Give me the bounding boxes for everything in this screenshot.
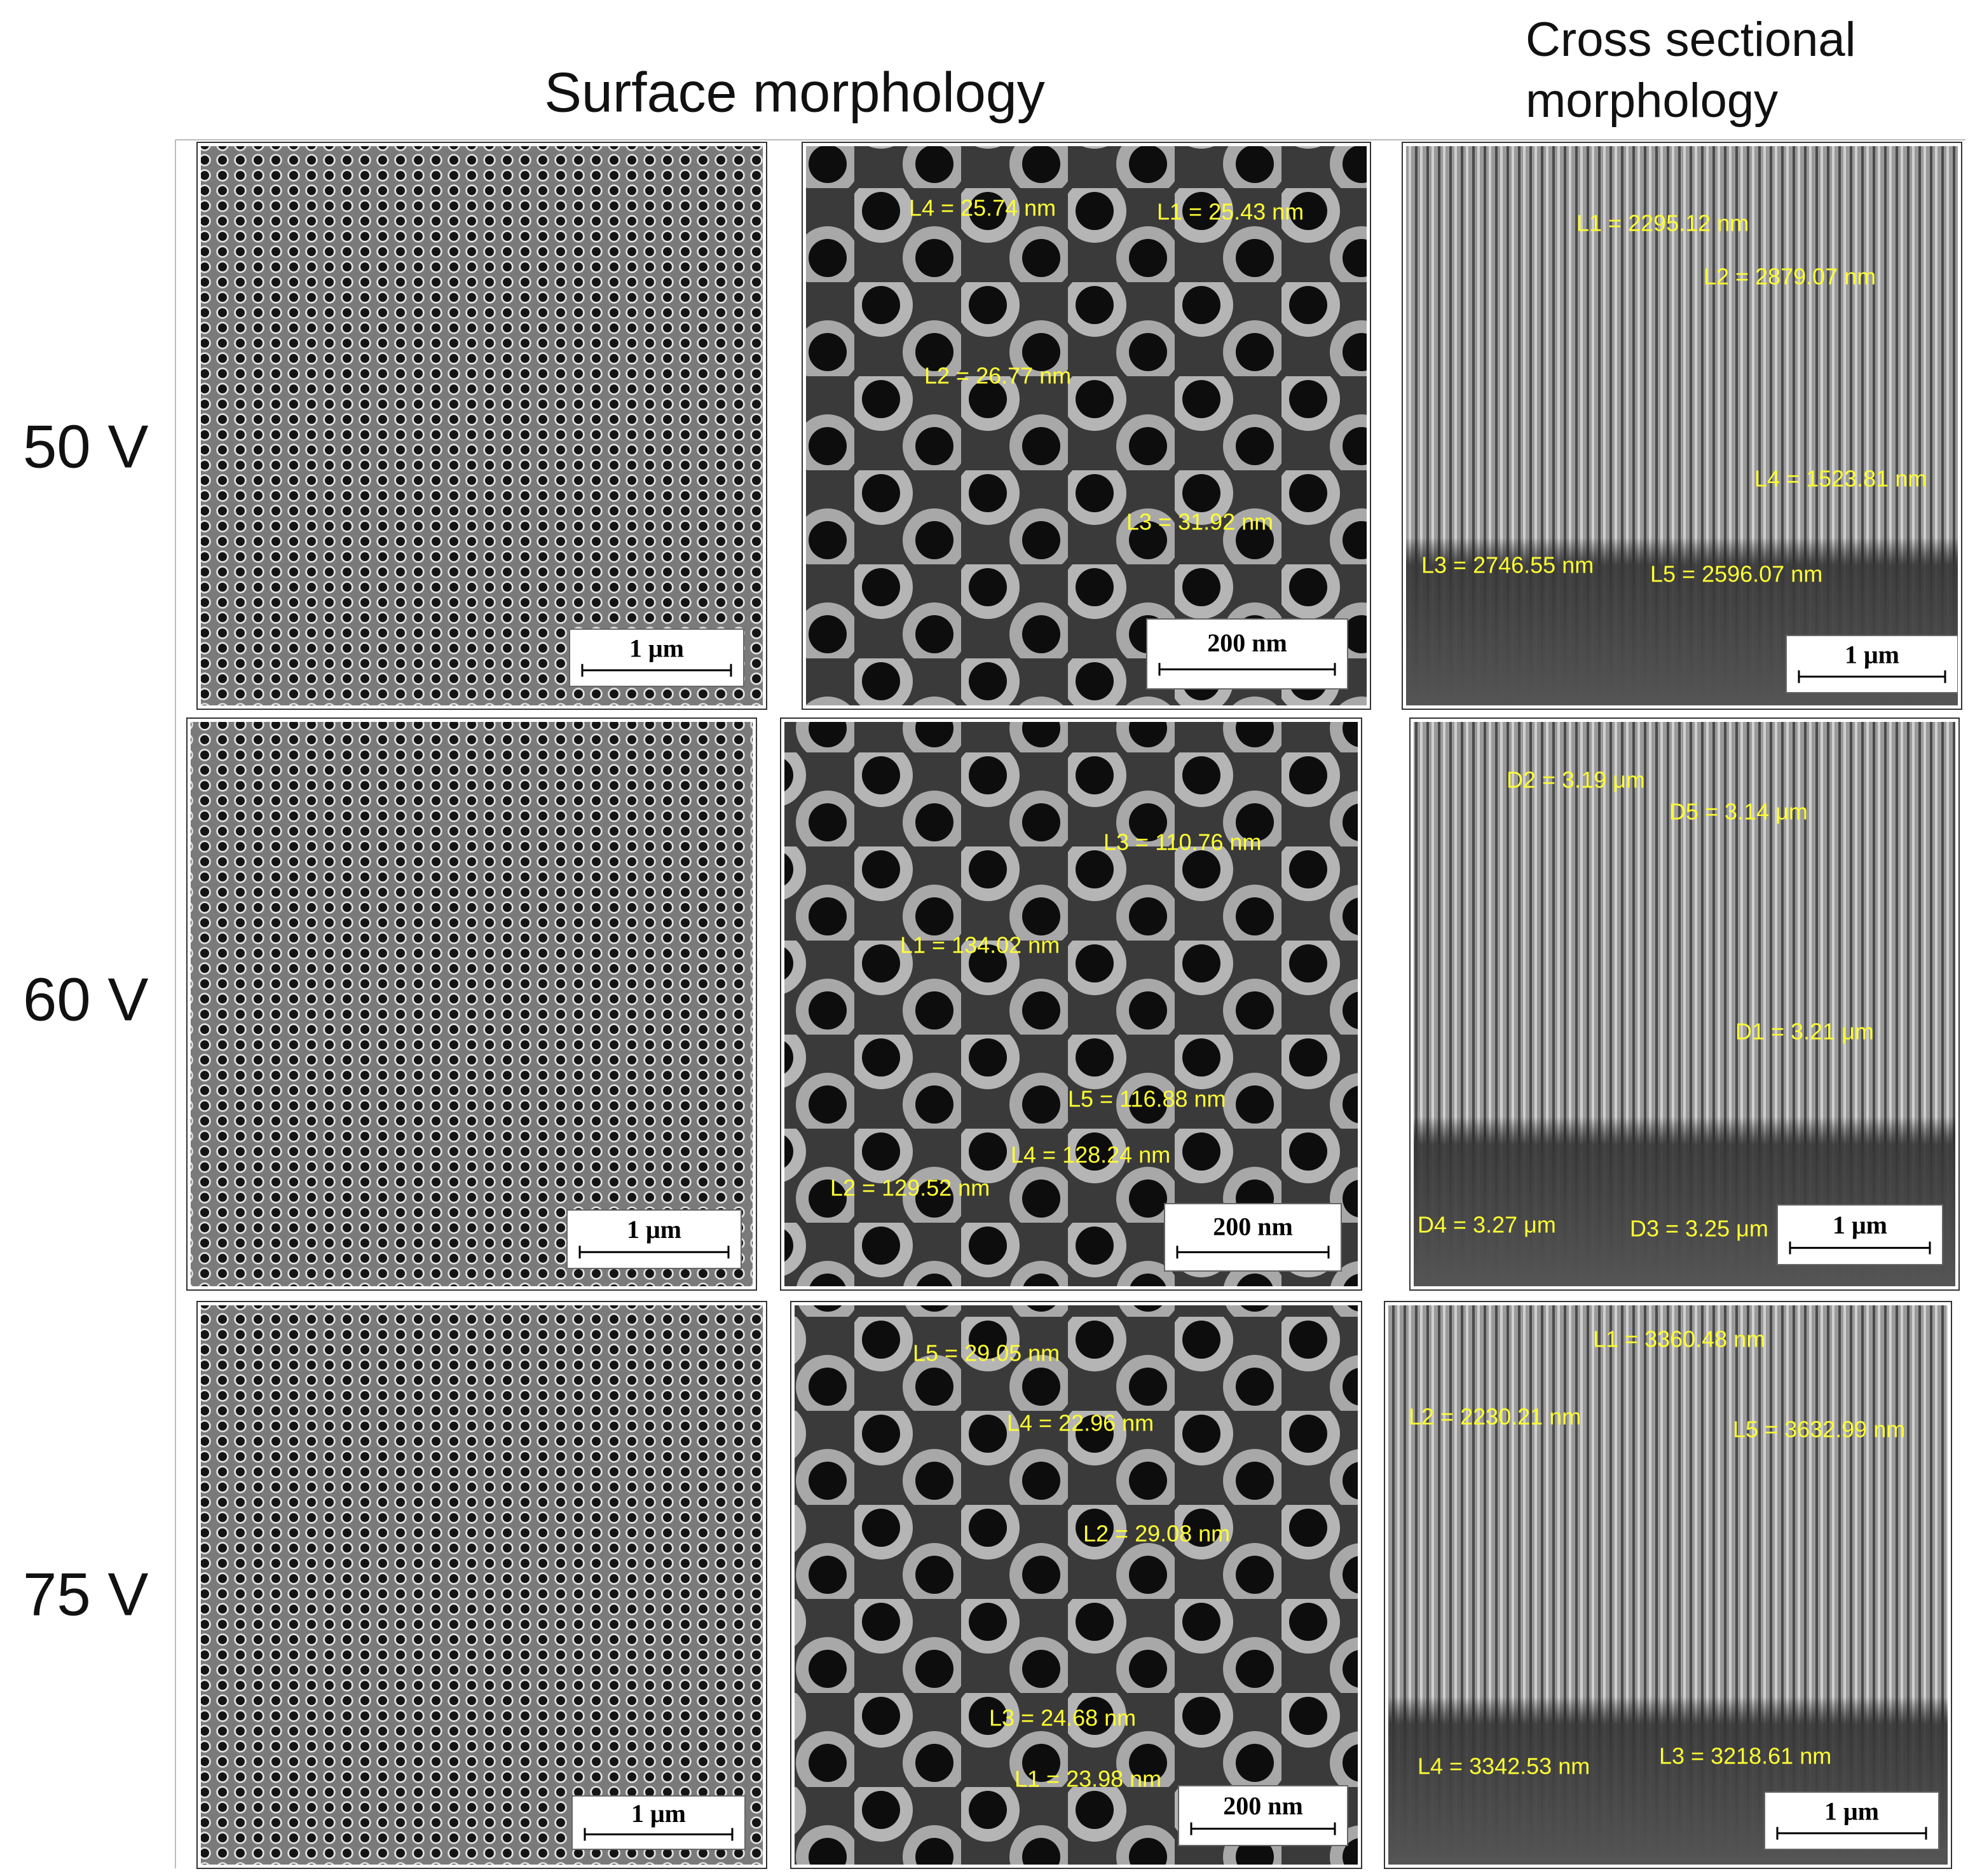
measurement-label: L1 = 134.02 nm xyxy=(900,932,1060,958)
sem-image xyxy=(201,1305,763,1865)
measurement-label: L4 = 128.24 nm xyxy=(1011,1142,1170,1168)
measurement-label: L4 = 3342.53 nm xyxy=(1418,1753,1590,1779)
panel-frame xyxy=(1409,717,1960,1291)
measurement-label: D5 = 3.14 μm xyxy=(1669,799,1808,825)
measurement-label: L5 = 116.88 nm xyxy=(1068,1086,1226,1112)
sem-image xyxy=(201,146,763,705)
scale-bar-label: 1 μm xyxy=(1833,1211,1887,1239)
scale-bar-label: 1 μm xyxy=(627,1215,681,1244)
panel-frame xyxy=(196,142,767,710)
scale-bar-label: 1 μm xyxy=(1845,640,1899,669)
panel-frame xyxy=(186,717,757,1291)
sem-panel: D2 = 3.19 μm D5 = 3.14 μm D1 = 3.21 μm D4 =… xyxy=(1414,722,1955,1286)
sem-panel: 1 μm xyxy=(191,722,753,1286)
row-label: 50 V xyxy=(23,412,148,480)
scale-bar-label: 200 nm xyxy=(1223,1791,1303,1820)
scale-bar-box xyxy=(1164,1203,1342,1272)
sem-image xyxy=(795,1305,1358,1865)
sem-panel: 1 μm xyxy=(201,1305,763,1865)
sem-image xyxy=(191,722,753,1286)
scale-bar-label: 1 μm xyxy=(629,634,684,662)
scale-bar-label: 200 nm xyxy=(1207,629,1287,657)
scale-bar-box xyxy=(1777,1204,1943,1265)
sem-panel: 1 μm xyxy=(201,146,763,705)
measurement-label: L2 = 2879.07 nm xyxy=(1704,264,1876,290)
scale-bar-box xyxy=(571,1795,746,1850)
measurement-label: L4 = 22.96 nm xyxy=(1007,1410,1154,1436)
measurement-label: L3 = 31.92 nm xyxy=(1126,509,1273,535)
measurement-label: L3 = 110.76 nm xyxy=(1104,829,1262,855)
panel-frame xyxy=(780,717,1362,1291)
measurement-label: L4 = 25.74 nm xyxy=(909,195,1056,221)
scale-bar-box xyxy=(1146,618,1348,690)
scale-bar-box xyxy=(1764,1791,1939,1850)
sem-image xyxy=(784,722,1358,1286)
measurement-label: L3 = 2746.55 nm xyxy=(1421,552,1594,578)
sem-panel: L5 = 29.05 nm L4 = 22.96 nm L2 = 29.08 nm L… xyxy=(795,1305,1358,1865)
row-label: 75 V xyxy=(23,1560,148,1628)
measurement-label: L5 = 2596.07 nm xyxy=(1650,561,1822,587)
measurement-label: L2 = 2230.21 nm xyxy=(1409,1404,1581,1430)
measurement-label: L1 = 3360.48 nm xyxy=(1593,1326,1765,1352)
sem-panel: L3 = 110.76 nm L1 = 134.02 nm L5 = 116.88 … xyxy=(784,722,1358,1286)
measurement-label: L3 = 24.68 nm xyxy=(989,1705,1136,1731)
surface-title: Surface morphology xyxy=(544,60,1045,123)
panel-frame xyxy=(1402,142,1962,710)
substrate xyxy=(1414,722,1955,1286)
measurement-label: L2 = 26.77 nm xyxy=(924,363,1071,389)
scale-bar-box xyxy=(1786,635,1958,693)
measurement-label: L2 = 29.08 nm xyxy=(1083,1521,1230,1547)
panel-frame xyxy=(802,142,1371,710)
measurement-label: D3 = 3.25 μm xyxy=(1630,1216,1768,1242)
scale-bar-label: 1 μm xyxy=(631,1799,686,1828)
row-label: 60 V xyxy=(23,965,148,1033)
scale-bar-box xyxy=(1178,1785,1348,1846)
scale-bar-box xyxy=(566,1209,742,1269)
panel-frame xyxy=(790,1301,1362,1869)
sem-panel: L1 = 2295.12 nm L2 = 2879.07 nm L4 = 1523.… xyxy=(1406,146,1958,705)
measurement-label: D4 = 3.27 μm xyxy=(1418,1212,1556,1238)
measurement-label: D1 = 3.21 μm xyxy=(1735,1019,1874,1045)
measurement-label: L1 = 2295.12 nm xyxy=(1576,210,1749,236)
cross-section-title: morphology xyxy=(1526,74,1778,128)
measurement-label: L2 = 129.52 nm xyxy=(830,1175,990,1201)
measurement-label: L1 = 23.98 nm xyxy=(1015,1766,1161,1792)
scale-bar-box xyxy=(569,629,744,687)
cross-section-title: Cross sectional xyxy=(1526,13,1856,67)
measurement-label: L3 = 3218.61 nm xyxy=(1659,1743,1831,1769)
panel-frame xyxy=(1384,1301,1952,1869)
sem-image xyxy=(806,146,1367,705)
measurement-label: L1 = 25.43 nm xyxy=(1157,199,1304,225)
measurement-label: L5 = 3632.99 nm xyxy=(1733,1417,1905,1443)
measurement-label: D2 = 3.19 μm xyxy=(1507,767,1645,793)
sem-panel: L1 = 3360.48 nm L2 = 2230.21 nm L5 = 3632.… xyxy=(1388,1305,1948,1865)
substrate xyxy=(1406,146,1958,705)
sem-panel: L4 = 25.74 nm L1 = 25.43 nm L2 = 26.77 nm L… xyxy=(806,146,1367,705)
panel-frame xyxy=(196,1301,767,1869)
measurement-label: L4 = 1523.81 nm xyxy=(1754,466,1927,492)
measurement-label: L5 = 29.05 nm xyxy=(913,1340,1060,1366)
scale-bar-label: 200 nm xyxy=(1213,1212,1293,1240)
scale-bar-label: 1 μm xyxy=(1824,1797,1879,1825)
substrate xyxy=(1388,1305,1948,1865)
